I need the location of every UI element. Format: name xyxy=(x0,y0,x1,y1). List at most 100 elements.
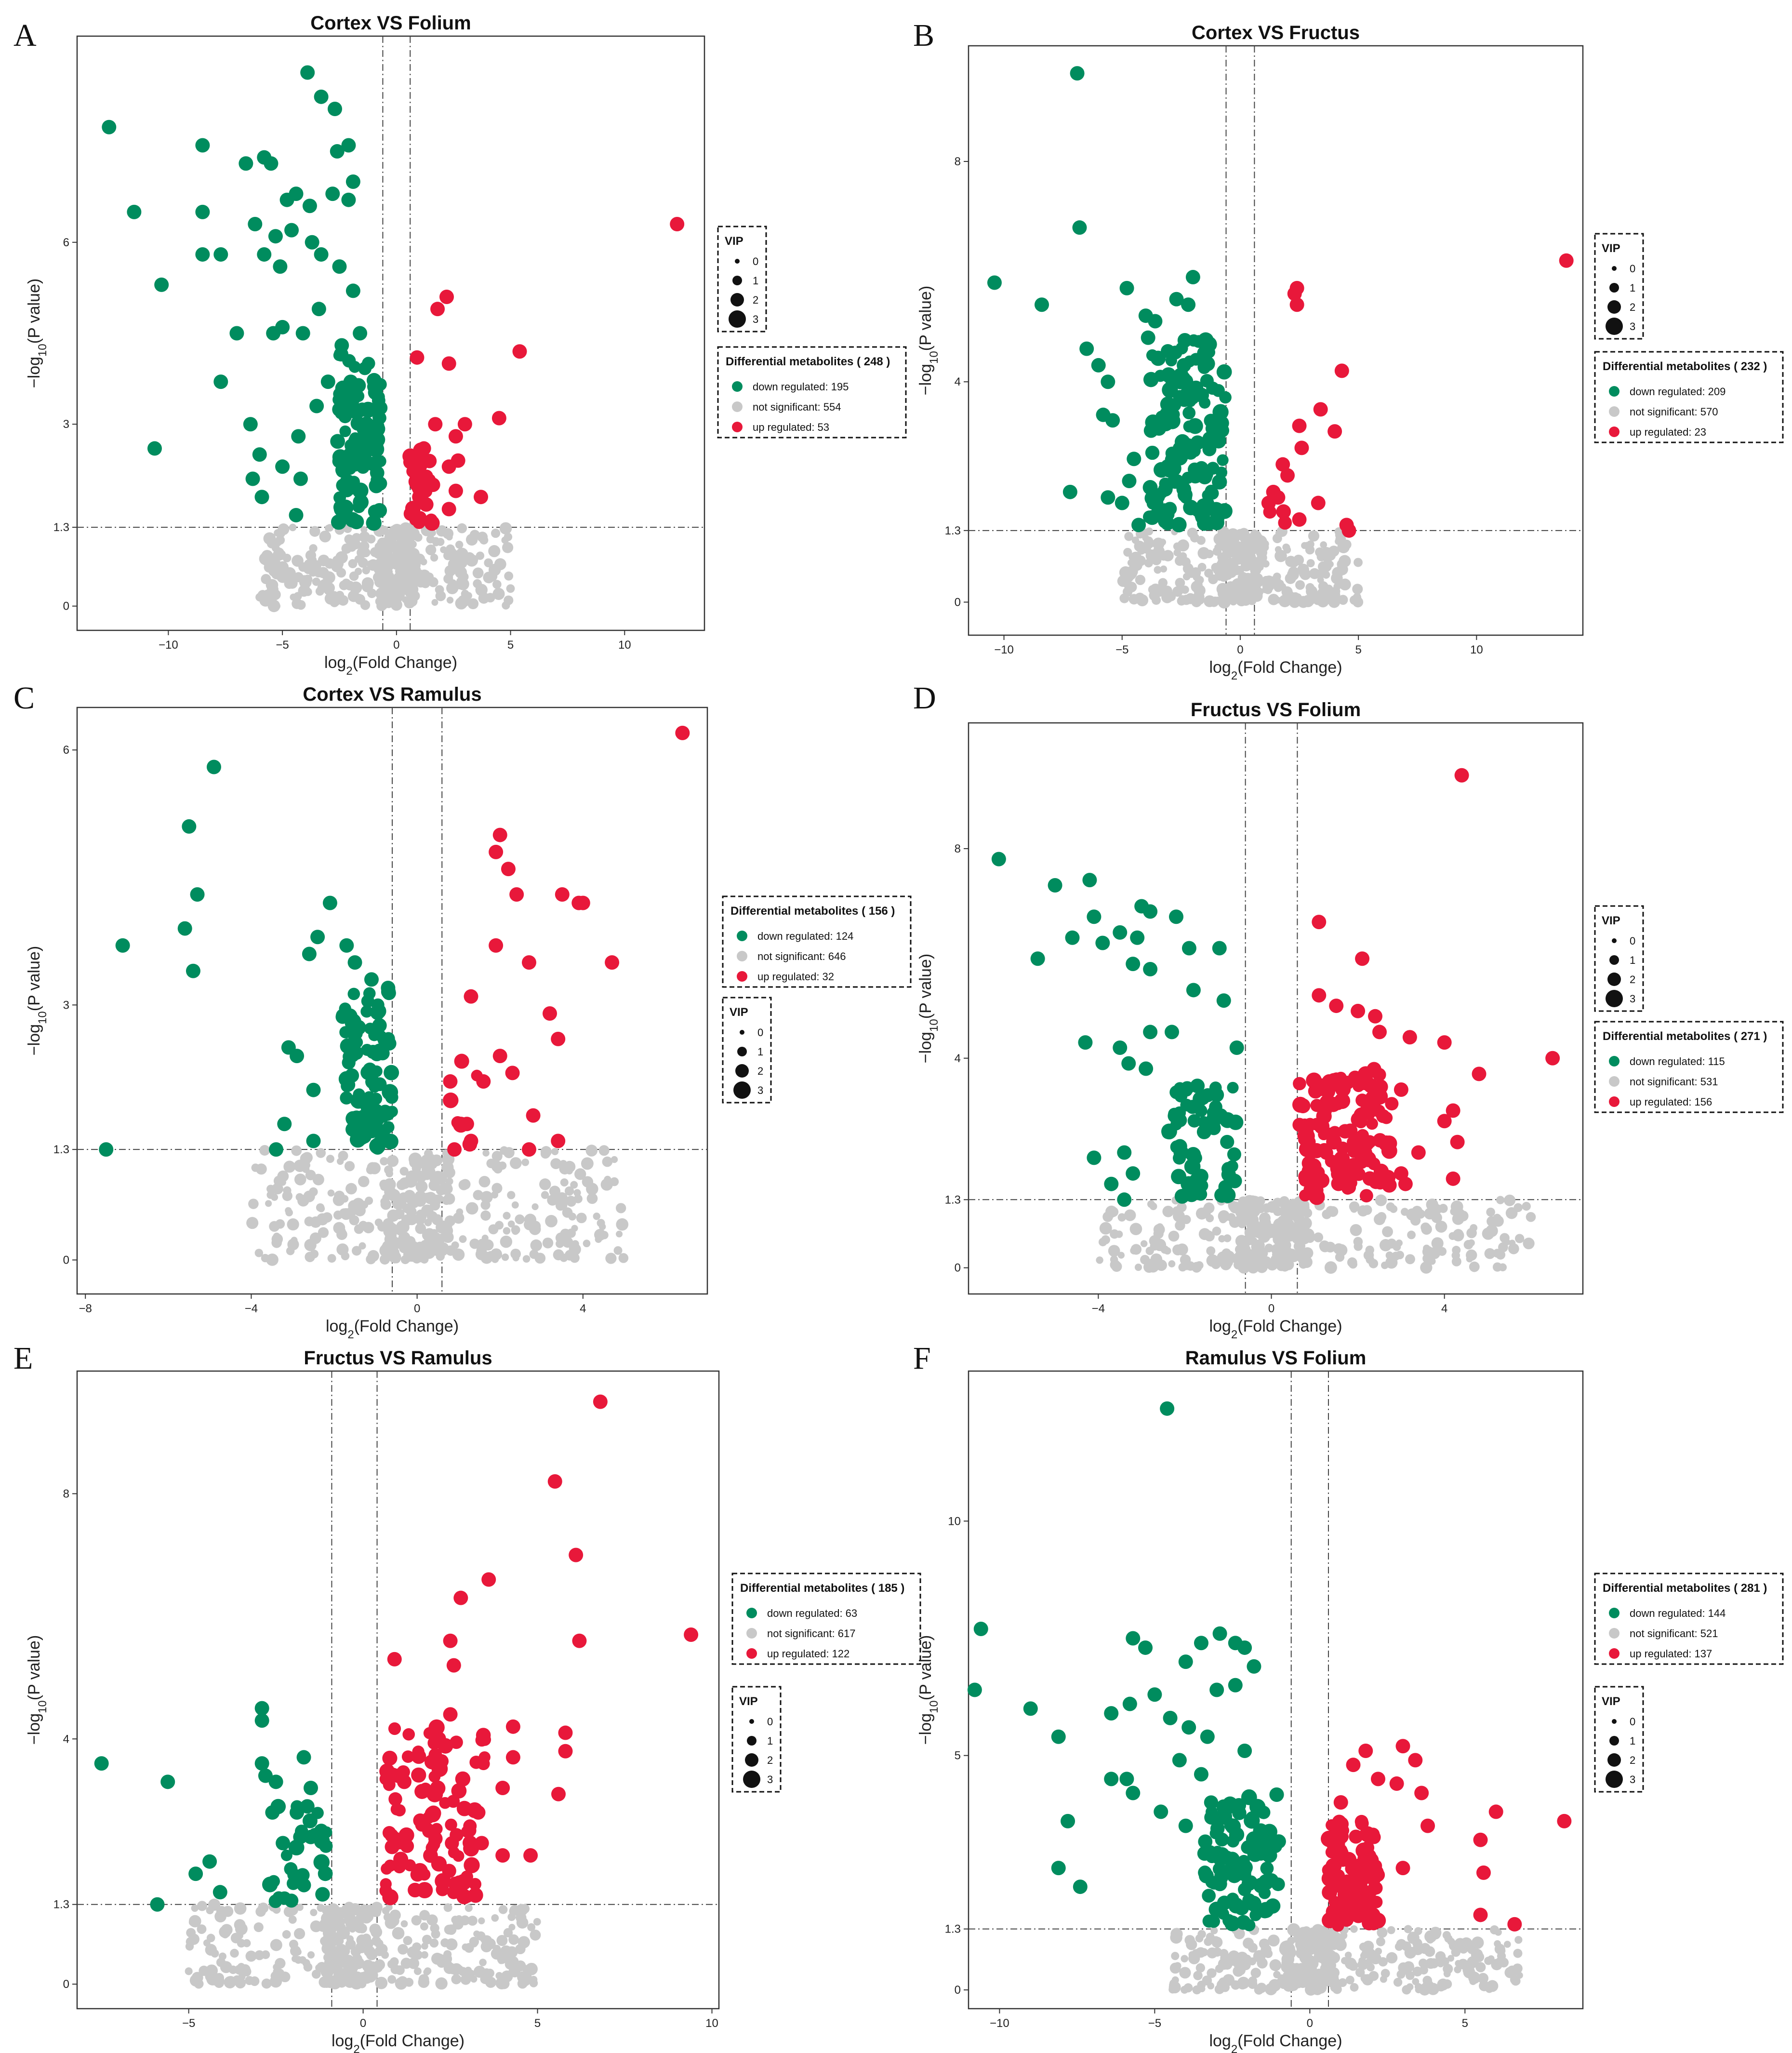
up-point xyxy=(439,1797,451,1809)
ns-point xyxy=(445,1245,456,1256)
ns-point xyxy=(1416,1209,1425,1219)
ns-point xyxy=(613,1246,623,1255)
ns-point xyxy=(1406,1971,1415,1980)
down-point xyxy=(967,1682,982,1697)
ns-point xyxy=(254,1249,264,1257)
ns-point xyxy=(377,565,391,579)
ns-point xyxy=(261,574,271,585)
ns-point xyxy=(1124,532,1134,541)
down-point xyxy=(1190,1079,1205,1093)
down-point xyxy=(1214,1869,1228,1882)
panel-E: E Fructus VS Ramulus−5 0 5 1001.348log2(Fold… xyxy=(13,1341,921,2053)
ns-point xyxy=(1159,538,1167,546)
ns-point xyxy=(519,1904,530,1914)
ns-point xyxy=(516,1946,523,1954)
vip-legend-title: VIP xyxy=(730,1006,748,1019)
ns-point xyxy=(415,1180,428,1193)
ns-point xyxy=(1317,576,1324,584)
ns-point xyxy=(1173,1962,1181,1970)
down-point xyxy=(1195,1104,1208,1117)
down-point xyxy=(302,199,317,213)
x-tick-label: 0 xyxy=(1268,1302,1274,1315)
ns-point xyxy=(393,572,405,583)
down-point xyxy=(1237,1743,1252,1758)
down-point xyxy=(1101,374,1115,389)
ns-point xyxy=(315,1964,322,1972)
ns-point xyxy=(503,1227,511,1235)
down-point xyxy=(1127,452,1142,467)
down-point xyxy=(373,400,388,415)
ns-point xyxy=(1269,1959,1282,1972)
down-point xyxy=(339,425,351,437)
ns-point xyxy=(1321,1956,1332,1967)
ns-point xyxy=(294,1173,306,1186)
ns-point xyxy=(484,1938,496,1950)
down-point xyxy=(1201,433,1217,449)
ns-point xyxy=(1477,1973,1489,1984)
down-point xyxy=(1229,1827,1245,1842)
up-point xyxy=(1395,1861,1410,1876)
up-point xyxy=(464,1857,480,1874)
ns-point xyxy=(191,1904,199,1912)
up-point xyxy=(1310,1099,1324,1112)
legend-down-label: down regulated: 209 xyxy=(1630,386,1726,398)
ns-point xyxy=(362,1222,374,1234)
ns-point xyxy=(1134,1264,1142,1271)
legend-ns-label: not significant: 521 xyxy=(1630,1627,1718,1640)
up-point xyxy=(424,1754,439,1770)
down-point xyxy=(314,1824,329,1839)
ns-point xyxy=(1254,587,1263,597)
up-point xyxy=(1301,1156,1317,1171)
up-point xyxy=(1360,1094,1375,1109)
down-point xyxy=(239,156,253,171)
ns-point xyxy=(1482,1227,1495,1240)
down-point xyxy=(345,1111,361,1126)
down-point xyxy=(1169,292,1184,307)
ns-point xyxy=(491,1191,499,1199)
down-point xyxy=(330,144,345,159)
ns-point xyxy=(340,1208,352,1220)
down-point xyxy=(318,1866,333,1881)
ns-point xyxy=(1223,567,1234,578)
up-point xyxy=(1507,1917,1522,1932)
up-point xyxy=(443,1092,459,1108)
ns-point xyxy=(432,537,440,546)
ns-point xyxy=(1195,1261,1204,1270)
down-point xyxy=(1131,518,1146,533)
ns-point xyxy=(391,601,401,611)
ns-point xyxy=(1496,1196,1505,1204)
y-tick-label: 0 xyxy=(63,600,69,613)
vip-level-label: 1 xyxy=(1630,282,1635,294)
ns-point xyxy=(400,1920,408,1928)
up-point xyxy=(1280,468,1295,483)
ns-point xyxy=(1345,1975,1354,1985)
x-tick-label: 5 xyxy=(507,639,514,652)
ns-point xyxy=(1326,1937,1339,1950)
ns-point xyxy=(380,1157,388,1166)
down-point xyxy=(1216,993,1231,1008)
down-point xyxy=(212,1885,227,1900)
plot-frame xyxy=(76,1370,720,2010)
ns-point xyxy=(1353,592,1361,600)
up-point xyxy=(1473,1907,1488,1922)
down-point xyxy=(320,374,335,389)
down-point xyxy=(1154,1804,1168,1819)
ns-point xyxy=(1512,1963,1523,1974)
up-point xyxy=(1488,1804,1503,1819)
ns-point xyxy=(465,1202,478,1215)
down-point xyxy=(369,1081,381,1093)
ns-point xyxy=(571,1240,579,1248)
y-tick-label: 0 xyxy=(955,596,961,609)
vip-size-marker xyxy=(743,1771,760,1788)
ns-point xyxy=(303,574,313,585)
down-point xyxy=(245,471,260,486)
ns-point xyxy=(1278,583,1287,591)
ns-point xyxy=(1117,575,1129,587)
ns-point xyxy=(436,525,448,537)
ns-point xyxy=(482,1968,491,1977)
up-point xyxy=(430,302,445,317)
down-point xyxy=(337,499,354,516)
ns-point xyxy=(478,592,490,604)
ns-point xyxy=(211,1949,219,1958)
up-point xyxy=(385,1828,399,1842)
